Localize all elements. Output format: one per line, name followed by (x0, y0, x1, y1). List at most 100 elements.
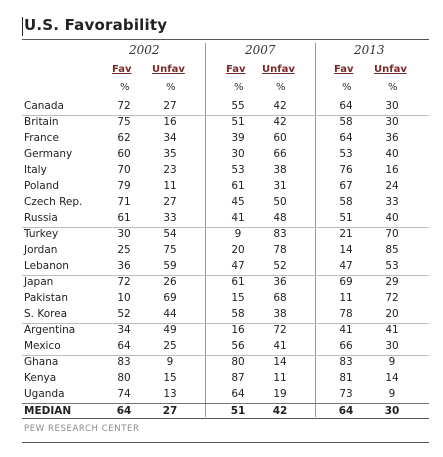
table-cell: 39 (231, 132, 245, 144)
fav-column-header: Fav (334, 64, 354, 75)
table-cell: 72 (385, 292, 399, 304)
table-cell: 71 (117, 196, 131, 208)
table-cell: 52 (117, 308, 131, 320)
bottom-rule (22, 418, 429, 419)
row-label: Uganda (24, 388, 65, 400)
median-rule (22, 403, 429, 404)
table-cell: 70 (117, 164, 131, 176)
table-cell: 11 (339, 292, 353, 304)
table-cell: 83 (117, 356, 131, 368)
table-cell: 42 (273, 116, 287, 128)
table-cell: 79 (117, 180, 131, 192)
table-cell: 69 (339, 276, 353, 288)
table-cell: 85 (385, 244, 399, 256)
percent-label: % (234, 82, 244, 93)
row-label: Germany (24, 148, 73, 160)
table-cell: 53 (339, 148, 353, 160)
table-cell: 72 (117, 100, 131, 112)
table-cell: 73 (339, 388, 353, 400)
percent-label: % (342, 82, 352, 93)
table-cell: 64 (339, 100, 353, 112)
row-label: Canada (24, 100, 64, 112)
table-cell: 20 (385, 308, 399, 320)
table-cell: 25 (117, 244, 131, 256)
median-cell: 30 (384, 405, 400, 417)
table-cell: 30 (385, 116, 399, 128)
table-cell: 69 (163, 292, 177, 304)
group-divider (22, 323, 429, 324)
row-label: Italy (24, 164, 47, 176)
group-divider (22, 227, 429, 228)
row-label: France (24, 132, 59, 144)
table-cell: 14 (273, 356, 287, 368)
table-cell: 44 (163, 308, 177, 320)
table-cell: 61 (231, 276, 245, 288)
percent-label: % (388, 82, 398, 93)
table-cell: 30 (385, 100, 399, 112)
table-cell: 30 (385, 340, 399, 352)
table-cell: 58 (339, 116, 353, 128)
median-cell: 42 (272, 405, 288, 417)
table-cell: 60 (273, 132, 287, 144)
table-cell: 35 (163, 148, 177, 160)
table-cell: 76 (339, 164, 353, 176)
table-cell: 26 (163, 276, 177, 288)
table-cell: 24 (385, 180, 399, 192)
median-cell: 27 (162, 405, 178, 417)
row-label: Mexico (24, 340, 61, 352)
table-cell: 75 (117, 116, 131, 128)
median-cell: 64 (338, 405, 354, 417)
title-cursor (22, 17, 23, 36)
table-cell: 87 (231, 372, 245, 384)
table-cell: 16 (231, 324, 245, 336)
table-cell: 62 (117, 132, 131, 144)
median-cell: 64 (116, 405, 132, 417)
table-cell: 78 (273, 244, 287, 256)
unfav-column-header: Unfav (374, 64, 407, 75)
table-cell: 51 (339, 212, 353, 224)
table-cell: 40 (385, 148, 399, 160)
table-cell: 61 (231, 180, 245, 192)
table-cell: 33 (385, 196, 399, 208)
table-cell: 53 (385, 260, 399, 272)
row-label: Turkey (24, 228, 59, 240)
row-label: Britain (24, 116, 59, 128)
table-cell: 27 (163, 196, 177, 208)
table-cell: 83 (273, 228, 287, 240)
table-cell: 9 (388, 356, 396, 368)
row-label: S. Korea (24, 308, 68, 320)
table-cell: 58 (339, 196, 353, 208)
table-cell: 40 (385, 212, 399, 224)
median-cell: 51 (230, 405, 246, 417)
table-cell: 80 (117, 372, 131, 384)
table-cell: 58 (231, 308, 245, 320)
table-cell: 20 (231, 244, 245, 256)
column-divider (315, 43, 316, 417)
fav-column-header: Fav (112, 64, 132, 75)
table-cell: 54 (163, 228, 177, 240)
row-label: Lebanon (24, 260, 69, 272)
table-cell: 59 (163, 260, 177, 272)
table-cell: 30 (231, 148, 245, 160)
table-cell: 47 (231, 260, 245, 272)
table-cell: 64 (231, 388, 245, 400)
table-cell: 31 (273, 180, 287, 192)
table-cell: 33 (163, 212, 177, 224)
table-cell: 30 (117, 228, 131, 240)
table-cell: 14 (339, 244, 353, 256)
table-cell: 41 (385, 324, 399, 336)
table-cell: 14 (385, 372, 399, 384)
table-cell: 27 (163, 100, 177, 112)
table-cell: 9 (166, 356, 174, 368)
table-cell: 53 (231, 164, 245, 176)
page-title: U.S. Favorability (24, 16, 168, 34)
table-cell: 13 (163, 388, 177, 400)
year-2002-heading: 2002 (129, 43, 160, 57)
table-cell: 19 (273, 388, 287, 400)
table-cell: 41 (231, 212, 245, 224)
table-cell: 61 (117, 212, 131, 224)
table-cell: 34 (163, 132, 177, 144)
fav-column-header: Fav (226, 64, 246, 75)
percent-label: % (166, 82, 176, 93)
table-cell: 78 (339, 308, 353, 320)
